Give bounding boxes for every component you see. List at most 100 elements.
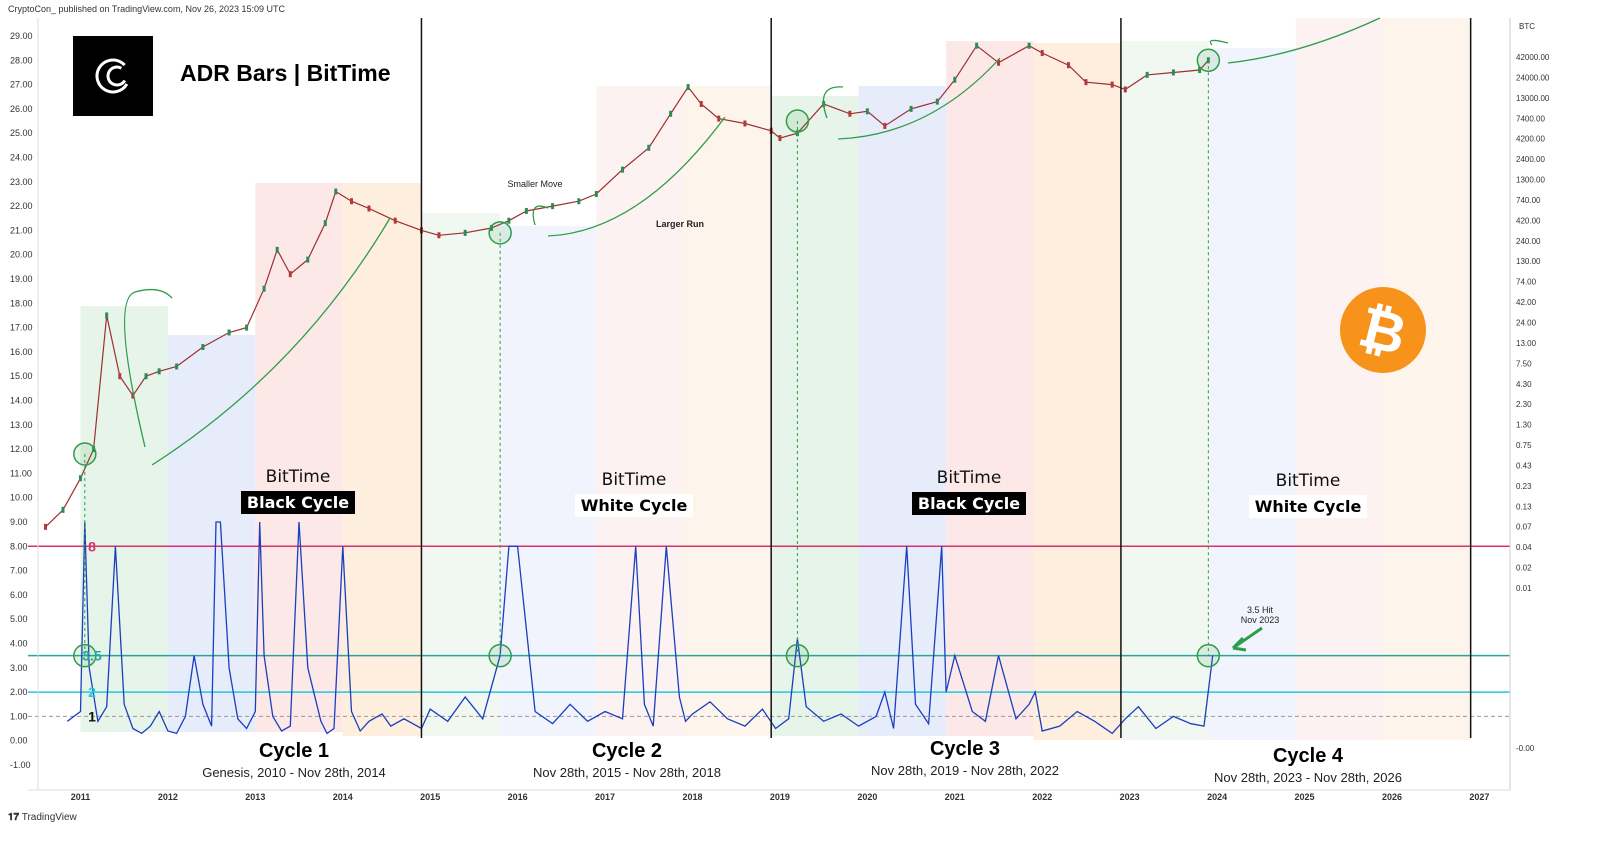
left-axis-tick: 10.00 — [10, 493, 33, 503]
cycle-band-1 — [167, 335, 256, 732]
x-axis-tick: 2019 — [770, 792, 790, 802]
cycle-label-dates: Nov 28th, 2019 - Nov 28th, 2022 — [871, 763, 1059, 778]
left-axis-tick: 13.00 — [10, 420, 33, 430]
right-axis-tick: 0.04 — [1516, 543, 1532, 552]
price-candle — [201, 344, 205, 351]
right-axis-tick: 7.50 — [1516, 359, 1532, 368]
price-candle — [393, 217, 397, 224]
price-candle — [489, 224, 493, 231]
price-candle — [367, 205, 371, 212]
left-axis-tick: 28.00 — [10, 55, 33, 65]
cycle-band-3 — [342, 183, 422, 736]
cycle-start-markers — [73, 48, 1221, 668]
right-axis-tick: 0.07 — [1516, 523, 1532, 532]
tradingview-icon: 𝟏𝟕 — [8, 812, 20, 823]
published-text: CryptoCon_ published on TradingView.com,… — [8, 4, 285, 14]
reference-label-8: 8 — [88, 538, 96, 554]
x-axis-tick: 2016 — [508, 792, 528, 802]
cycle-start-adr-circle — [785, 643, 810, 668]
page-title: ADR Bars | BitTime — [180, 60, 391, 86]
left-axis-tick: 26.00 — [10, 104, 33, 114]
left-axis-tick: 22.00 — [10, 201, 33, 211]
cycle-label-name: Cycle 2 — [591, 740, 663, 762]
price-candle — [1066, 62, 1070, 69]
price-candle — [227, 329, 231, 336]
left-axis-tick: 16.00 — [10, 347, 33, 357]
bitcoin-icon: ₿ — [1340, 287, 1426, 373]
left-axis-tick: 11.00 — [10, 468, 32, 478]
cycle-band-8 — [771, 96, 859, 736]
tradingview-label: TradingView — [21, 812, 77, 823]
left-axis-tick: 15.00 — [10, 371, 33, 381]
cycle-band-9 — [858, 86, 947, 736]
left-axis-tick: 1.00 — [10, 711, 28, 721]
right-axis-tick: 0.43 — [1516, 461, 1532, 470]
price-candle — [157, 368, 161, 375]
left-axis-tick: -1.00 — [10, 760, 31, 770]
right-axis-tick: 2.30 — [1516, 400, 1532, 409]
price-candle — [118, 373, 122, 380]
adr-series — [66, 521, 1214, 735]
bittime-label-title: BitTime — [936, 468, 1002, 488]
left-axis-tick: 0.00 — [10, 736, 28, 746]
price-candle — [245, 324, 249, 331]
price-candle — [594, 190, 598, 197]
right-axis-tick: 13.00 — [1516, 339, 1537, 348]
cycle-band-4 — [421, 213, 501, 736]
right-axis-tick: 740.00 — [1516, 196, 1541, 205]
x-axis-tick: 2014 — [333, 792, 353, 802]
left-axis-tick: 8.00 — [10, 541, 28, 551]
cycle-label: Cycle 1 Genesis, 2010 - Nov 28th, 2014 — [154, 740, 434, 780]
x-axis-tick: 2011 — [71, 792, 91, 802]
left-axis-tick: 2.00 — [10, 687, 28, 697]
right-axis-tick: 1300.00 — [1516, 176, 1545, 185]
bittime-label-cycle: White Cycle — [1248, 495, 1368, 518]
cycle-band-10 — [946, 41, 1034, 736]
cycle-label: Cycle 2 Nov 28th, 2015 - Nov 28th, 2018 — [487, 740, 767, 780]
price-candle — [975, 42, 979, 49]
hit-arrow — [1231, 626, 1263, 652]
cycle-label-name: Cycle 4 — [1272, 745, 1344, 767]
left-axis-tick: 14.00 — [10, 396, 33, 406]
x-axis-tick: 2015 — [420, 792, 440, 802]
annotation-hit-line1: 3.5 Hit — [1246, 605, 1273, 615]
price-candle — [865, 108, 869, 115]
price-candle — [1198, 67, 1202, 74]
price-candle — [507, 217, 511, 224]
price-candle — [43, 523, 47, 530]
annotation-arrow-7 — [1209, 39, 1229, 46]
cycle-start-price-circle — [785, 109, 810, 133]
bittime-label: BitTime Black Cycle — [889, 468, 1049, 515]
right-axis-tick: 2400.00 — [1516, 155, 1545, 164]
price-candle — [323, 220, 327, 227]
bittime-label-title: BitTime — [1275, 471, 1341, 491]
annotation-larger-run: Larger Run — [655, 219, 704, 229]
cycle-boundaries — [420, 18, 1472, 738]
bittime-label: BitTime White Cycle — [554, 470, 714, 517]
right-axis-tick: -0.00 — [1516, 744, 1535, 753]
x-axis-tick: 2021 — [945, 792, 965, 802]
left-axis-tick: 19.00 — [10, 274, 33, 284]
left-axis-tick: 9.00 — [10, 517, 28, 527]
x-axis-tick: 2020 — [857, 792, 877, 802]
bittime-label: BitTime Black Cycle — [218, 467, 378, 514]
price-candle — [144, 373, 148, 380]
bitcoin-circle — [1340, 287, 1426, 373]
price-candle — [78, 475, 82, 482]
price-candle — [1145, 71, 1149, 78]
annotation-arrow-0 — [151, 217, 391, 466]
cycle-band-7 — [683, 86, 772, 736]
right-axis-tick: 0.23 — [1516, 482, 1532, 491]
price-candle — [275, 246, 279, 253]
logo-icon — [95, 58, 131, 94]
right-axis-tick: 0.13 — [1516, 502, 1532, 511]
x-axis-tick: 2027 — [1469, 792, 1489, 802]
price-candle — [909, 105, 913, 112]
right-axis-tick: 4.30 — [1516, 380, 1532, 389]
cycle-start-adr-circle — [73, 643, 97, 668]
price-candle — [1123, 86, 1127, 93]
price-candle — [1040, 50, 1044, 57]
right-axis-tick: 74.00 — [1516, 278, 1537, 287]
price-candle — [621, 166, 625, 173]
cycle-band-11 — [1033, 43, 1121, 740]
